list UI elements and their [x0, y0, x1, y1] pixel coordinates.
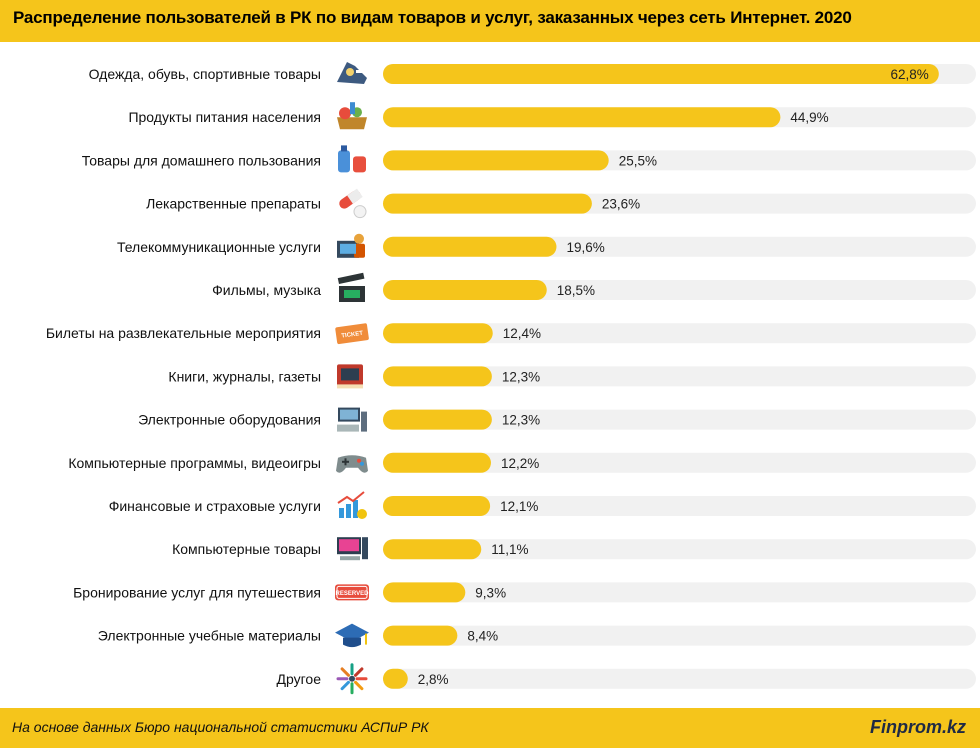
category-label: Билеты на развлекательные мероприятия — [46, 325, 321, 341]
category-label: Другое — [277, 671, 322, 687]
value-label: 44,9% — [790, 110, 828, 125]
bar — [383, 409, 492, 430]
value-label: 12,2% — [501, 456, 539, 471]
value-label: 2,8% — [418, 672, 449, 687]
electronics-icon — [337, 407, 367, 432]
bar-row: Лекарственные препараты 23,6% — [146, 188, 976, 219]
bar-row: Компьютерные программы, видеоигры 12,2% — [68, 452, 976, 473]
telecom-icon — [337, 233, 365, 258]
value-label: 11,1% — [491, 542, 528, 557]
groceries-icon — [337, 102, 367, 130]
medicine-pills-icon — [339, 188, 367, 219]
value-label: 12,4% — [503, 326, 541, 341]
category-label: Компьютерные товары — [172, 541, 321, 557]
value-label: 23,6% — [602, 197, 640, 212]
bar-row: Телекоммуникационные услуги 19,6% — [117, 233, 976, 258]
reserved-sign-text: RESERVED — [336, 591, 370, 597]
household-goods-icon — [338, 145, 366, 173]
bar — [383, 452, 491, 473]
bar — [383, 539, 482, 560]
ticket-icon: TICKET — [335, 323, 369, 345]
value-label: 18,5% — [557, 283, 595, 298]
bar — [383, 107, 781, 128]
category-label: Компьютерные программы, видеоигры — [68, 455, 321, 471]
bar — [383, 625, 458, 646]
bar-row: Фильмы, музыка 18,5% — [212, 272, 976, 302]
bar-row: Продукты питания населения 44,9% — [128, 102, 976, 130]
category-label: Телекоммуникационные услуги — [117, 239, 321, 255]
category-label: Электронные учебные материалы — [98, 628, 321, 644]
graduation-cap-icon — [335, 623, 369, 648]
category-label: Лекарственные препараты — [146, 196, 321, 212]
bar-row: Бронирование услуг для путешествия 9,3% RE… — [73, 582, 976, 603]
chart-footer: На основе данных Бюро национальной стати… — [0, 708, 980, 748]
bar — [383, 64, 939, 84]
bar — [383, 496, 491, 516]
bar-track — [383, 496, 976, 516]
bar-row: Другое 2,8% — [277, 663, 976, 695]
bar — [383, 193, 592, 214]
category-label: Бронирование услуг для путешествия — [73, 584, 321, 600]
bar-row: Компьютерные товары 11,1% — [172, 537, 976, 561]
arrows-other-icon — [336, 663, 368, 695]
bar-track — [383, 539, 976, 560]
finance-chart-icon — [337, 491, 367, 519]
clothing-shoes-icon — [337, 62, 367, 84]
chart-header: Распределение пользователей в РК по вида… — [0, 0, 980, 42]
chart-title: Распределение пользователей в РК по вида… — [13, 8, 852, 27]
bar-row: Одежда, обувь, спортивные товары 62,8% — [89, 62, 976, 84]
bar — [383, 323, 493, 344]
bar — [383, 236, 557, 257]
category-label: Электронные оборудования — [138, 412, 321, 428]
category-label: Книги, журналы, газеты — [168, 368, 321, 384]
value-label: 12,3% — [502, 413, 540, 428]
value-label: 19,6% — [566, 240, 604, 255]
value-label: 62,8% — [891, 67, 929, 82]
bar — [383, 582, 466, 603]
bar-track — [383, 452, 976, 473]
value-label: 12,1% — [500, 499, 538, 514]
bar — [383, 366, 492, 387]
category-label: Товары для домашнего пользования — [82, 152, 321, 168]
bar-track — [383, 625, 976, 646]
value-label: 8,4% — [467, 629, 498, 644]
computer-icon — [337, 537, 368, 561]
bar-row: Финансовые и страховые услуги 12,1% — [109, 491, 976, 519]
gamepad-icon — [336, 455, 368, 473]
bar-track — [383, 323, 976, 344]
books-icon — [337, 364, 363, 389]
bar-track — [383, 582, 976, 603]
category-label: Финансовые и страховые услуги — [109, 498, 321, 514]
bar-row: Электронные оборудования 12,3% — [138, 407, 976, 432]
reserved-sign-icon: RESERVED — [335, 584, 370, 601]
category-label: Фильмы, музыка — [212, 282, 321, 298]
brand-logo-text: Finprom.kz — [869, 717, 966, 737]
category-label: Одежда, обувь, спортивные товары — [89, 66, 321, 82]
bar-track — [383, 366, 976, 387]
value-label: 9,3% — [475, 585, 506, 600]
source-note: На основе данных Бюро национальной стати… — [12, 719, 429, 735]
bar-row: Электронные учебные материалы 8,4% — [98, 623, 976, 648]
film-clapper-icon — [337, 272, 365, 302]
bar — [383, 668, 408, 689]
bar-row: Книги, журналы, газеты 12,3% — [168, 364, 976, 389]
bar-track — [383, 409, 976, 430]
bar-row: Товары для домашнего пользования 25,5% — [82, 145, 976, 173]
value-label: 12,3% — [502, 369, 540, 384]
value-label: 25,5% — [619, 153, 657, 168]
bar — [383, 280, 547, 300]
bar-track — [383, 668, 976, 689]
bar-row: Билеты на развлекательные мероприятия 12,… — [46, 323, 976, 345]
ticket-icon-text: TICKET — [341, 331, 364, 340]
category-label: Продукты питания населения — [128, 109, 321, 125]
bar — [383, 150, 609, 171]
bar-chart: Одежда, обувь, спортивные товары 62,8% Про… — [46, 62, 976, 695]
